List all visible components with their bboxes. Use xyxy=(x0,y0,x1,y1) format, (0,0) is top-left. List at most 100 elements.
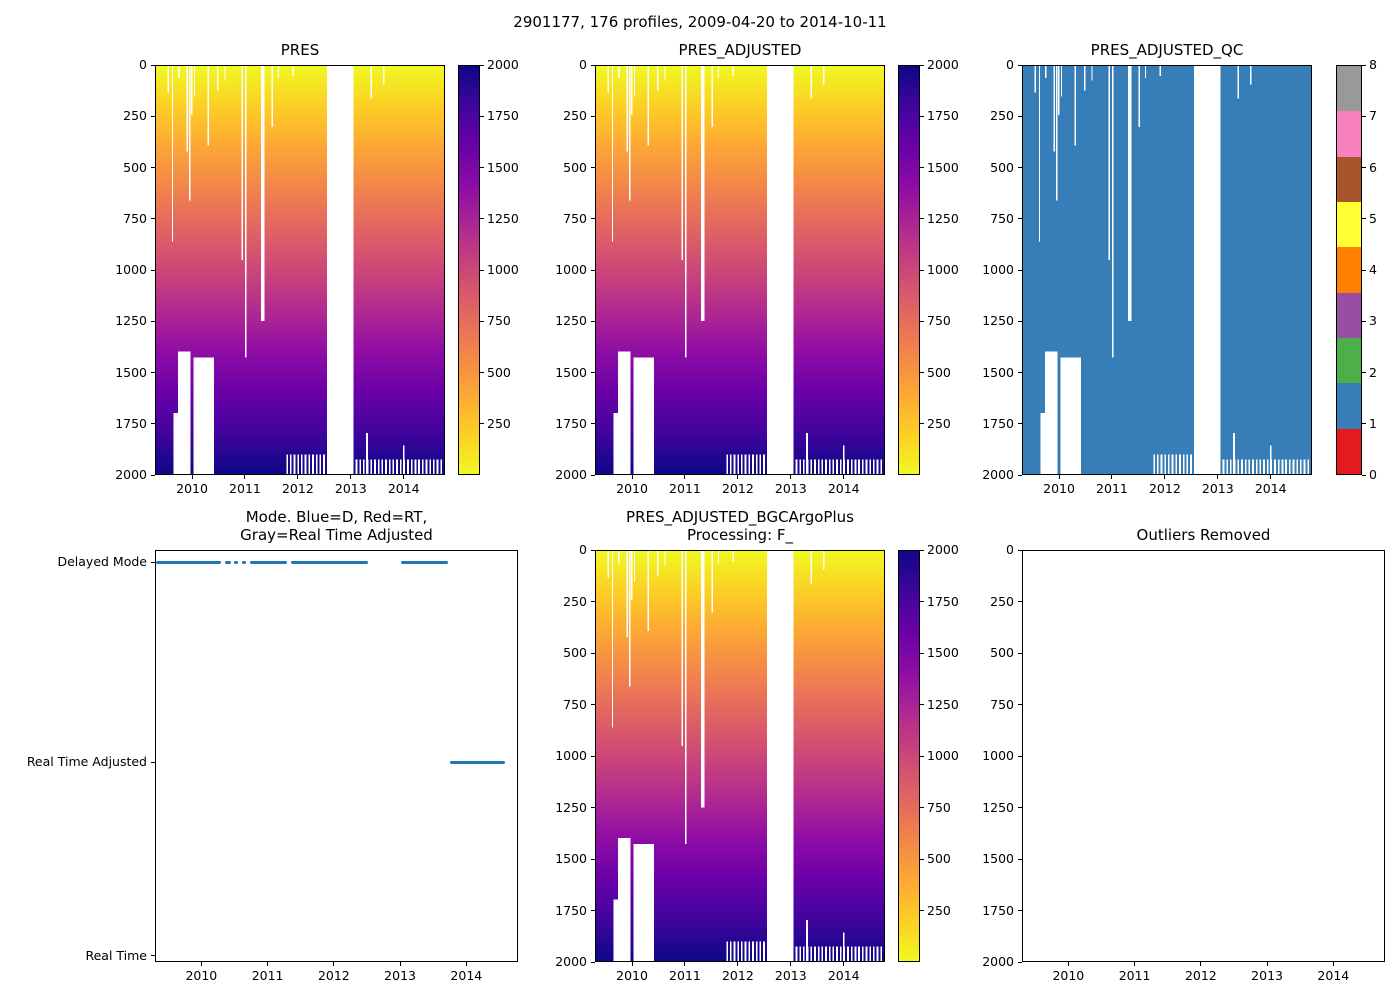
mode-line-segment xyxy=(450,760,505,764)
bgc-ytick-label: 1750 xyxy=(555,902,587,918)
pres-adjusted-colorbar-tick xyxy=(920,218,924,220)
qc-colorbar-segment xyxy=(1337,292,1361,338)
pres-colorbar-label: 500 xyxy=(487,364,511,380)
pres-xtick xyxy=(350,475,352,479)
pres-adjusted-ytick-label: 2000 xyxy=(555,467,587,482)
pres-adjusted-colorbar-tick xyxy=(920,167,924,168)
outliers-ytick xyxy=(1018,755,1022,757)
mode-line-segment xyxy=(234,560,239,564)
pres-adjusted-colorbar-tick xyxy=(920,423,924,425)
pres-xtick-label: 2011 xyxy=(229,481,261,496)
pres-adjusted-qc-ytick-label: 1500 xyxy=(982,364,1014,380)
pres-xtick-label: 2013 xyxy=(334,481,367,496)
bgc-xtick-label: 2013 xyxy=(774,968,807,983)
pres-adjusted-heatmap xyxy=(596,66,884,474)
bgc-colorbar-label: 500 xyxy=(927,851,951,866)
pres-ytick-label: 750 xyxy=(123,210,147,226)
pres-ytick-label: 1750 xyxy=(115,415,147,431)
mode-line-segment xyxy=(242,560,247,564)
pres-adjusted-colorbar-label: 250 xyxy=(927,415,951,431)
pres-colorbar-label: 1500 xyxy=(487,159,519,175)
pres-adjusted-qc-xtick xyxy=(1164,475,1166,479)
outliers-axes xyxy=(1022,550,1385,962)
pres-adjusted-ytick-label: 0 xyxy=(579,57,587,72)
bgc-xtick-label: 2010 xyxy=(616,968,648,983)
qc-colorbar-segment xyxy=(1337,201,1361,248)
pres-adjusted-qc-title: PRES_ADJUSTED_QC xyxy=(972,41,1362,59)
pres-adjusted-qc-ytick xyxy=(1018,269,1022,271)
pres-adjusted-qc-ytick xyxy=(1018,167,1022,168)
pres-ytick xyxy=(151,320,155,322)
pres-adjusted-ytick xyxy=(591,320,595,322)
pres-adjusted-colorbar-tick xyxy=(920,64,924,66)
bgc-colorbar-label: 1000 xyxy=(927,748,959,763)
bgc-ytick-label: 0 xyxy=(579,542,587,557)
pres-xtick xyxy=(191,475,193,479)
pres-adjusted-xtick-label: 2011 xyxy=(669,481,701,496)
bgc-ytick xyxy=(591,652,595,654)
pres-adjusted-colorbar-tick xyxy=(920,320,924,322)
outliers-ytick-label: 500 xyxy=(990,645,1014,660)
pres-adjusted-xtick-label: 2012 xyxy=(721,481,754,496)
pres-adjusted-ytick-label: 1750 xyxy=(555,415,587,431)
bgc-colorbar xyxy=(898,550,920,962)
mode-axes xyxy=(155,550,518,962)
bgc-colorbar-label: 1500 xyxy=(927,645,959,660)
pres-adjusted-qc-colorbar-label: 8 xyxy=(1369,57,1377,72)
pres-adjusted-ytick-label: 1250 xyxy=(555,313,587,329)
mode-xtick xyxy=(200,962,202,966)
bgc-xtick-label: 2014 xyxy=(827,968,860,983)
pres-ytick-label: 500 xyxy=(123,159,147,175)
pres-adjusted-qc-ytick xyxy=(1018,320,1022,322)
pres-adjusted-qc-xtick xyxy=(1111,475,1113,479)
outliers-xtick xyxy=(1332,962,1334,966)
pres-adjusted-qc-ytick-label: 1250 xyxy=(982,313,1014,329)
bgc-xtick xyxy=(790,962,792,966)
pres-adjusted-qc-colorbar-tick xyxy=(1362,115,1366,117)
pres-adjusted-ytick xyxy=(591,269,595,271)
pres-adjusted-qc-ytick xyxy=(1018,115,1022,117)
bgc-ytick xyxy=(591,601,595,602)
pres-xtick xyxy=(244,475,246,479)
bgc-ytick-label: 1000 xyxy=(555,748,587,763)
bgc-colorbar-tick xyxy=(920,601,924,602)
pres-ytick xyxy=(151,269,155,271)
bgc-colorbar-tick xyxy=(920,652,924,654)
pres-adjusted-ytick-label: 250 xyxy=(563,108,587,124)
mode-xtick xyxy=(333,962,335,966)
pres-adjusted-qc-xtick-label: 2012 xyxy=(1148,481,1181,496)
pres-adjusted-ytick xyxy=(591,218,595,220)
mode-line-segment xyxy=(401,560,448,564)
pres-adjusted-ytick xyxy=(591,64,595,66)
bgc-xtick xyxy=(631,962,633,966)
bgc-colorbar-label: 250 xyxy=(927,902,951,918)
pres-adjusted-qc-ytick-label: 1750 xyxy=(982,415,1014,431)
bgc-colorbar-label: 750 xyxy=(927,799,951,815)
pres-colorbar-tick xyxy=(480,167,484,168)
pres-ytick-label: 1500 xyxy=(115,364,147,380)
outliers-ytick-label: 750 xyxy=(990,696,1014,712)
mode-line-segment xyxy=(225,560,231,564)
pres-adjusted-qc-ytick-label: 750 xyxy=(990,210,1014,226)
pres-adjusted-qc-ytick xyxy=(1018,64,1022,66)
bgc-ytick-label: 1250 xyxy=(555,799,587,815)
outliers-xtick xyxy=(1266,962,1268,966)
pres-adjusted-ytick-label: 1500 xyxy=(555,364,587,380)
pres-adjusted-qc-colorbar-label: 4 xyxy=(1369,262,1377,277)
bgc-axes xyxy=(595,550,885,962)
outliers-title-line: Outliers Removed xyxy=(1136,526,1271,544)
pres-colorbar-tick xyxy=(480,269,484,271)
pres-adjusted-qc-xtick-label: 2013 xyxy=(1201,481,1234,496)
mode-xtick-label: 2013 xyxy=(384,968,416,983)
bgc-ytick xyxy=(591,807,595,808)
mode-xtick-label: 2012 xyxy=(317,968,350,983)
pres-ytick-label: 250 xyxy=(123,108,147,124)
qc-colorbar-segment xyxy=(1337,337,1361,384)
pres-title-line: PRES xyxy=(280,41,320,59)
outliers-ytick xyxy=(1018,807,1022,808)
bgc-ytick-label: 2000 xyxy=(555,954,587,969)
pres-ytick-label: 1000 xyxy=(115,262,147,277)
pres-adjusted-title: PRES_ADJUSTED xyxy=(545,41,935,59)
pres-adjusted-qc-ytick xyxy=(1018,218,1022,220)
pres-ytick-label: 1250 xyxy=(115,313,147,329)
